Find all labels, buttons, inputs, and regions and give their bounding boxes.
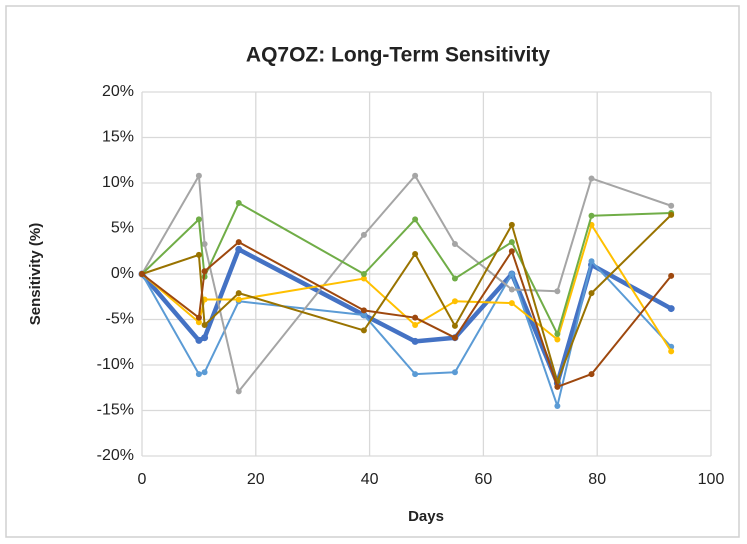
point — [588, 175, 595, 182]
point — [195, 216, 202, 223]
point — [508, 221, 515, 228]
y-tick-label: 10% — [102, 174, 134, 191]
point — [195, 251, 202, 258]
point — [412, 321, 419, 328]
point — [195, 172, 202, 179]
point — [360, 327, 367, 334]
point — [554, 331, 561, 338]
point — [668, 211, 675, 218]
point — [588, 258, 595, 265]
point — [508, 248, 515, 255]
point — [554, 336, 561, 343]
y-tick-label: 0% — [111, 265, 134, 282]
point — [201, 240, 208, 247]
point — [668, 348, 675, 355]
y-tick-label: -20% — [97, 447, 134, 464]
point — [588, 371, 595, 378]
point — [668, 272, 675, 279]
point — [412, 314, 419, 321]
x-tick-label: 20 — [247, 471, 265, 488]
point — [201, 321, 208, 328]
point — [451, 322, 458, 329]
point — [412, 172, 419, 179]
point — [235, 239, 242, 246]
point — [412, 216, 419, 223]
point — [554, 288, 561, 295]
point — [667, 305, 675, 313]
point — [235, 200, 242, 207]
y-tick-label: 20% — [102, 83, 134, 100]
x-tick-label: 0 — [138, 471, 147, 488]
point — [201, 268, 208, 275]
point — [195, 371, 202, 378]
point — [360, 231, 367, 238]
point — [588, 290, 595, 297]
point — [195, 336, 203, 344]
point — [451, 240, 458, 247]
x-tick-label: 100 — [698, 471, 725, 488]
y-tick-label: 15% — [102, 129, 134, 146]
y-axis-label: Sensitivity (%) — [27, 223, 44, 326]
point — [235, 290, 242, 297]
point — [451, 369, 458, 376]
point — [201, 334, 209, 342]
point — [451, 334, 458, 341]
point — [451, 275, 458, 282]
point — [554, 383, 561, 390]
chart-title: AQ7OZ: Long-Term Sensitivity — [246, 44, 550, 67]
y-tick-label: -15% — [97, 402, 134, 419]
point — [508, 239, 515, 246]
point — [360, 307, 367, 314]
point — [195, 314, 202, 321]
y-tick-label: -5% — [106, 311, 134, 328]
chart-border — [5, 5, 740, 538]
y-tick-label: -10% — [97, 356, 134, 373]
point — [139, 271, 145, 277]
point — [554, 402, 561, 409]
point — [508, 286, 515, 293]
point — [360, 275, 367, 282]
point — [235, 296, 242, 303]
point — [412, 250, 419, 257]
point — [360, 311, 367, 318]
point — [588, 212, 595, 219]
point — [508, 271, 515, 277]
point — [412, 371, 419, 378]
point — [235, 388, 242, 395]
x-tick-label: 80 — [588, 471, 606, 488]
x-tick-label: 60 — [475, 471, 493, 488]
x-tick-label: 40 — [361, 471, 379, 488]
point — [451, 298, 458, 305]
y-tick-label: 5% — [111, 220, 134, 237]
point — [195, 319, 202, 326]
point — [201, 369, 208, 376]
x-axis-label: Days — [408, 508, 444, 525]
point — [360, 271, 367, 277]
point — [411, 337, 419, 345]
point — [508, 300, 515, 307]
point — [668, 202, 675, 209]
point — [235, 245, 243, 253]
